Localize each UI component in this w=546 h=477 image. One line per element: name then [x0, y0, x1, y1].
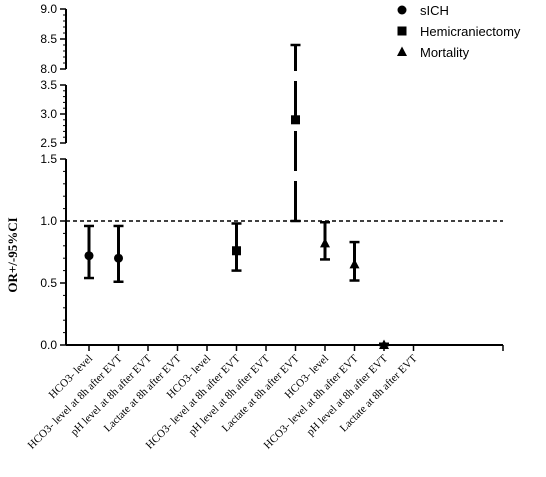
mortality-legend-marker — [397, 46, 407, 56]
y-tick-label: 0.5 — [40, 276, 57, 290]
hemicraniectomy-point — [232, 246, 241, 256]
hemicraniectomy-legend-marker — [397, 26, 407, 36]
y-tick-labels: 0.0 0.5 1.0 1.5 2.5 3.0 3.5 8.0 8.5 9.0 — [40, 2, 57, 352]
legend-label: Hemicraniectomy — [420, 24, 521, 39]
y-tick-label: 3.5 — [40, 78, 57, 92]
y-tick-label: 1.0 — [40, 214, 57, 228]
y-axis-label: OR+/-95%CI — [5, 217, 20, 292]
y-tick-label: 8.5 — [40, 32, 57, 46]
hemicraniectomy-point — [291, 115, 300, 125]
y-tick-label: 1.5 — [40, 152, 57, 166]
sich-point — [84, 251, 94, 261]
y-tick-label: 8.0 — [40, 62, 57, 76]
legend: sICH Hemicraniectomy Mortality — [397, 3, 521, 60]
markers — [84, 115, 389, 349]
y-tick-label: 3.0 — [40, 107, 57, 121]
mortality-point — [379, 339, 389, 349]
mortality-point — [349, 258, 360, 269]
y-tick-label: 2.5 — [40, 136, 57, 150]
axes — [60, 8, 504, 351]
y-tick-label: 0.0 — [40, 338, 57, 352]
y-tick-label: 9.0 — [40, 2, 57, 16]
legend-label: sICH — [420, 3, 449, 18]
sich-legend-marker — [397, 5, 407, 15]
legend-label: Mortality — [420, 45, 470, 60]
sich-point — [114, 253, 123, 263]
mortality-point — [320, 237, 330, 248]
error-bars — [84, 43, 389, 347]
